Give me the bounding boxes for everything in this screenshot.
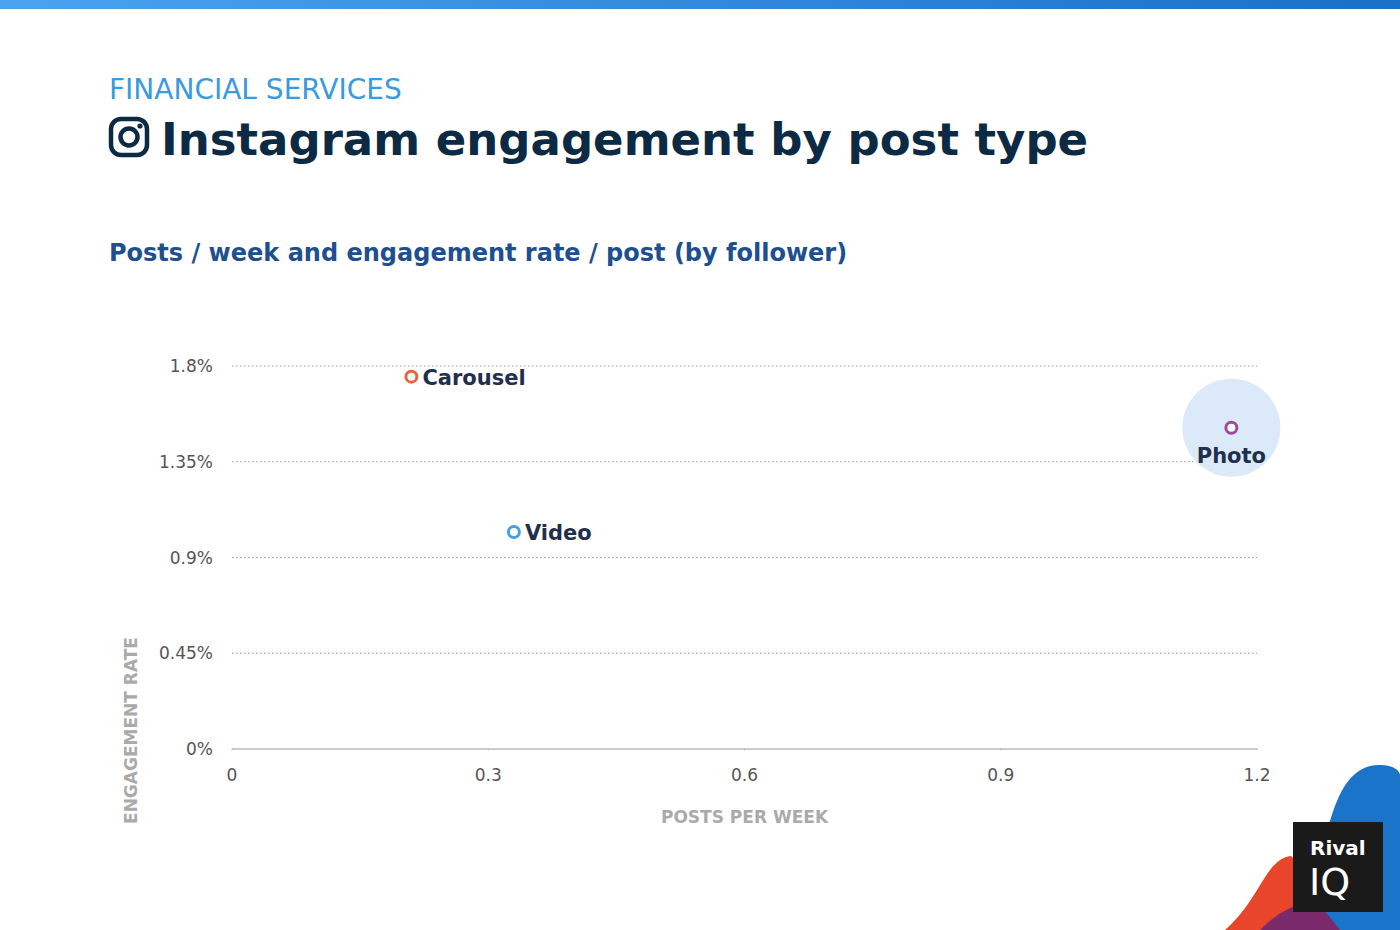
y-tick-label: 0.9% <box>170 548 213 568</box>
grid-line <box>232 366 1257 367</box>
y-tick-label: 0% <box>186 739 213 759</box>
instagram-icon <box>111 119 147 155</box>
x-tick <box>744 749 745 750</box>
top-bar <box>0 0 1400 9</box>
subtitle: Posts / week and engagement rate / post … <box>109 239 847 267</box>
title: Instagram engagement by post type <box>161 113 1088 166</box>
x-tick <box>488 749 489 750</box>
x-tick <box>1257 749 1258 750</box>
grid-line <box>232 557 1257 558</box>
supertitle: FINANCIAL SERVICES <box>109 73 402 106</box>
y-axis-title: ENGAGEMENT RATE <box>121 637 141 824</box>
point <box>1226 422 1237 433</box>
point-label: Photo <box>1197 444 1266 468</box>
grid-line <box>232 461 1257 462</box>
highlight <box>1182 379 1280 477</box>
x-tick <box>232 749 233 750</box>
grid-line <box>232 748 1257 749</box>
y-tick-label: 1.8% <box>170 356 213 376</box>
x-tick-label: 0.3 <box>475 765 502 785</box>
x-axis-title: POSTS PER WEEK <box>661 807 829 827</box>
y-tick-label: 0.45% <box>159 643 213 663</box>
x-tick-label: 0.9 <box>987 765 1014 785</box>
point-label: Video <box>525 521 592 545</box>
x-tick-label: 1.2 <box>1243 765 1270 785</box>
x-tick <box>1000 749 1001 750</box>
logo: RivalIQ <box>1225 765 1400 930</box>
point <box>406 371 417 382</box>
chart: FINANCIAL SERVICES Instagram engagement b… <box>0 0 1400 930</box>
point-label: Carousel <box>422 366 525 390</box>
point <box>508 526 519 537</box>
grid-line <box>232 653 1257 654</box>
points <box>406 371 1237 537</box>
y-tick-label: 1.35% <box>159 452 213 472</box>
logo-text: Rival <box>1310 836 1366 860</box>
x-tick-label: 0 <box>227 765 238 785</box>
logo-text: IQ <box>1309 860 1350 904</box>
x-tick-label: 0.6 <box>731 765 758 785</box>
